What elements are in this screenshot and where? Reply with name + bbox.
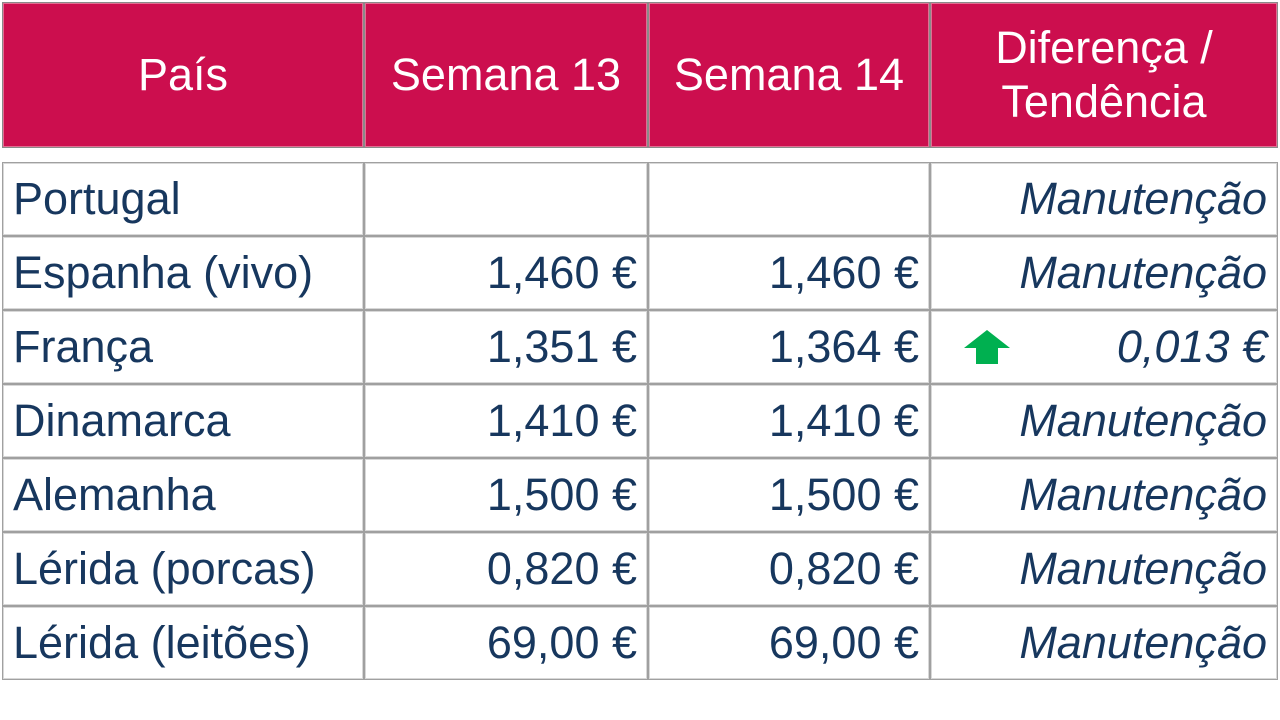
- table-row: Espanha (vivo) 1,460 € 1,460 € Manutençã…: [2, 236, 1278, 310]
- week-14-cell: 1,500 €: [648, 458, 930, 532]
- up-arrow-icon: [964, 330, 1010, 364]
- country-cell: Lérida (leitões): [2, 606, 364, 680]
- week-13-cell: 1,351 €: [364, 310, 648, 384]
- week-14-cell: 1,364 €: [648, 310, 930, 384]
- table-row: Dinamarca 1,410 € 1,410 € Manutenção: [2, 384, 1278, 458]
- trend-cell: 0,013 €: [930, 310, 1278, 384]
- trend-cell: Manutenção: [930, 384, 1278, 458]
- header-week-13: Semana 13: [364, 2, 648, 148]
- week-14-cell: 69,00 €: [648, 606, 930, 680]
- header-week-14: Semana 14: [648, 2, 930, 148]
- country-cell: Portugal: [2, 162, 364, 236]
- trend-cell: Manutenção: [930, 532, 1278, 606]
- table-row: Lérida (leitões) 69,00 € 69,00 € Manuten…: [2, 606, 1278, 680]
- trend-cell: Manutenção: [930, 162, 1278, 236]
- header-trend-line-1: Diferença /: [995, 22, 1213, 73]
- header-row: País Semana 13 Semana 14 Diferença / Ten…: [2, 2, 1278, 148]
- header-trend: Diferença / Tendência: [930, 2, 1278, 148]
- trend-cell: Manutenção: [930, 458, 1278, 532]
- week-13-cell: 1,460 €: [364, 236, 648, 310]
- trend-cell: Manutenção: [930, 236, 1278, 310]
- week-14-cell: 1,410 €: [648, 384, 930, 458]
- trend-cell: Manutenção: [930, 606, 1278, 680]
- country-cell: França: [2, 310, 364, 384]
- table-row: Lérida (porcas) 0,820 € 0,820 € Manutenç…: [2, 532, 1278, 606]
- country-cell: Alemanha: [2, 458, 364, 532]
- header-country: País: [2, 2, 364, 148]
- week-13-cell: 69,00 €: [364, 606, 648, 680]
- price-table: País Semana 13 Semana 14 Diferença / Ten…: [2, 2, 1278, 680]
- header-trend-line-2: Tendência: [1001, 76, 1207, 127]
- week-13-cell: 1,410 €: [364, 384, 648, 458]
- table-row: Portugal Manutenção: [2, 162, 1278, 236]
- week-14-cell: [648, 162, 930, 236]
- trend-value: 0,013 €: [1116, 321, 1267, 372]
- table-row: Alemanha 1,500 € 1,500 € Manutenção: [2, 458, 1278, 532]
- week-13-cell: [364, 162, 648, 236]
- country-cell: Lérida (porcas): [2, 532, 364, 606]
- week-13-cell: 1,500 €: [364, 458, 648, 532]
- country-cell: Espanha (vivo): [2, 236, 364, 310]
- week-14-cell: 1,460 €: [648, 236, 930, 310]
- country-cell: Dinamarca: [2, 384, 364, 458]
- table-row: França 1,351 € 1,364 € 0,013 €: [2, 310, 1278, 384]
- week-14-cell: 0,820 €: [648, 532, 930, 606]
- week-13-cell: 0,820 €: [364, 532, 648, 606]
